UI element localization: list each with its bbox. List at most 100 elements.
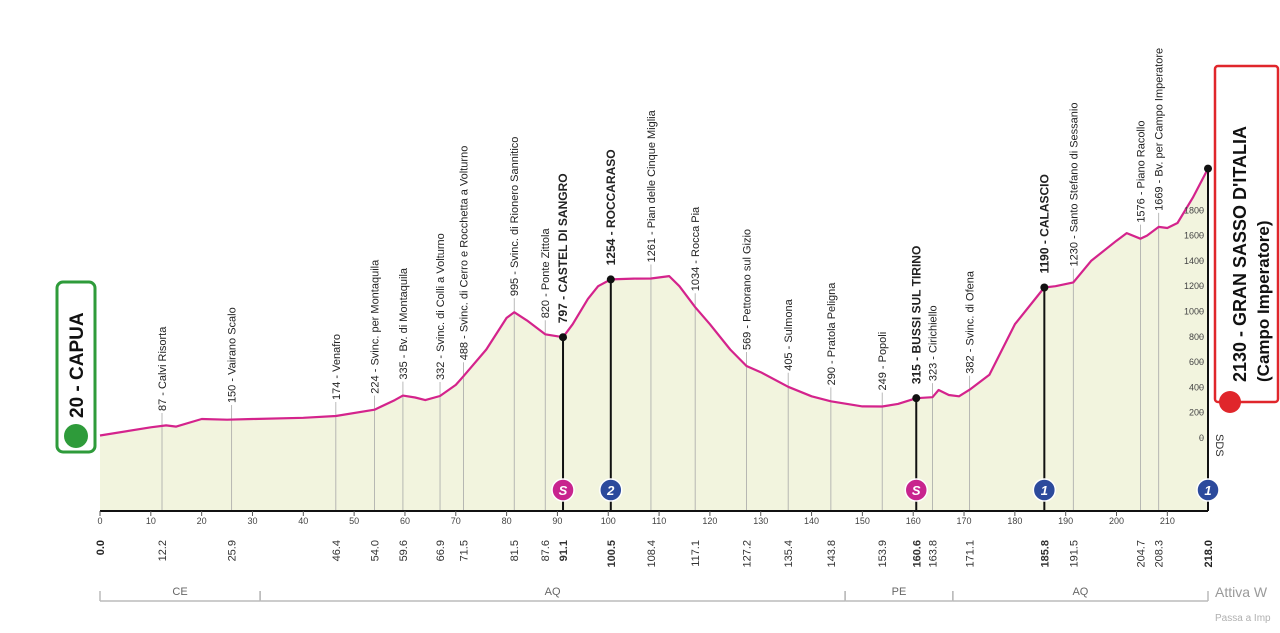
y-tick-label: 1800 [1184,205,1204,215]
waypoint-label: 335 - Bv. di Montaquila [398,267,410,380]
km-label: 171.1 [965,540,977,568]
km-label: 25.9 [227,540,239,561]
km-label: 135.4 [783,540,795,568]
waypoint-label: 1576 - Piano Racollo [1135,121,1147,223]
y-tick-label: 1200 [1184,281,1204,291]
km-label: 81.5 [509,540,521,561]
x-tick-label: 70 [451,516,461,526]
x-tick-label: 180 [1007,516,1022,526]
km-label: 12.2 [157,540,169,561]
km-label: 66.9 [435,540,447,561]
marker-kom [1032,478,1057,502]
waypoint-label: 323 - Cirichiello [928,305,940,381]
km-label: 163.8 [928,540,940,568]
km-label: 59.6 [398,540,410,561]
x-tick-label: 120 [702,516,717,526]
finish-label: 2130 - GRAN SASSO D'ITALIA [1230,126,1250,382]
waypoint-label: 174 - Venafro [331,334,343,400]
x-tick-label: 0 [97,516,102,526]
km-label: 100.5 [606,540,618,568]
waypoint-label: 1261 - Pian delle Cinque Miglia [646,109,658,262]
waypoint-dot [559,333,568,342]
km-label: 208.3 [1154,540,1166,568]
marker-sprint [551,478,575,502]
waypoint-label: 290 - Pratola Peligna [826,282,838,386]
waypoint-dot [1040,283,1049,292]
km-label: 87.6 [540,540,552,561]
waypoint-label: 797 - CASTEL DI SANGRO [556,173,570,323]
km-label: 191.5 [1068,540,1080,568]
x-tick-label: 10 [146,516,156,526]
marker-label: S [559,483,568,498]
start-label: 20 - CAPUA [67,312,88,418]
y-tick-label: 1400 [1184,256,1204,266]
marker-label: 1 [1204,483,1211,498]
waypoint-label: 382 - Svinc. di Ofena [965,270,977,374]
waypoint-dot [912,394,921,403]
waypoint-label: 1230 - Santo Stefano di Sessanio [1068,103,1080,267]
km-label: 71.5 [458,540,470,561]
waypoint-label: 820 - Ponte Zittola [540,228,552,319]
x-tick-label: 160 [906,516,921,526]
y-tick-label: 600 [1189,357,1204,367]
waypoint-label: 1669 - Bv. per Campo Imperatore [1154,48,1166,211]
region-label: AQ [1072,586,1088,598]
x-tick-label: 190 [1058,516,1073,526]
x-tick-label: 150 [855,516,870,526]
x-tick-label: 210 [1160,516,1175,526]
x-tick-label: 100 [601,516,616,526]
side-note: SDS [1213,434,1225,457]
waypoint-label: 488 - Svinc. di Cerro e Rocchetta a Volt… [458,146,470,361]
waypoint-label: 569 - Pettorano sul Gizio [742,229,754,350]
x-tick-label: 50 [349,516,359,526]
finish-box [1213,64,1280,404]
y-tick-label: 1000 [1184,307,1204,317]
km-label: 127.2 [742,540,754,568]
marker-kom [599,478,623,502]
waypoint-label: 995 - Svinc. di Rionero Sannitico [509,137,521,297]
waypoint-label: 87 - Calvi Risorta [157,326,169,411]
start-icon [64,424,88,448]
waypoint-label: 315 - BUSSI SUL TIRINO [909,246,923,384]
x-tick-label: 20 [197,516,207,526]
waypoint-label: 332 - Svinc. di Colli a Volturno [435,233,447,380]
km-label: 218.0 [1203,540,1215,568]
marker-label: 2 [606,483,615,498]
km-label: 204.7 [1135,540,1147,568]
km-label: 46.4 [331,540,343,561]
km-label: 0.0 [95,540,107,555]
km-label: 185.8 [1039,540,1051,568]
region-label: AQ [545,586,561,598]
x-tick-label: 170 [957,516,972,526]
waypoint-label: 150 - Vairano Scalo [227,307,239,403]
marker-label: S [912,483,921,498]
y-tick-label: 800 [1189,332,1204,342]
start-box [55,280,97,454]
km-label: 54.0 [369,540,381,561]
profile-line [99,168,1209,437]
finish-sublabel: (Campo Imperatore) [1254,220,1273,382]
watermark: Attiva W [1215,584,1268,600]
finish-icon [1219,391,1241,413]
marker-sprint [904,478,929,502]
km-label: 160.6 [911,540,923,568]
x-tick-label: 200 [1109,516,1124,526]
x-tick-label: 60 [400,516,410,526]
profile-area [100,168,1208,511]
marker-label: 1 [1041,483,1048,498]
y-tick-label: 200 [1189,408,1204,418]
waypoint-label: 1254 - ROCCARASO [604,149,618,265]
y-tick-label: 0 [1199,433,1204,443]
km-label: 108.4 [646,540,658,568]
waypoint-label: 1034 - Rocca Pia [690,206,702,291]
km-label: 143.8 [826,540,838,568]
waypoint-label: 1190 - CALASCIO [1037,174,1051,273]
region-label: PE [892,586,907,598]
y-tick-label: 400 [1189,382,1204,392]
finish-dot [1204,164,1212,173]
km-label: 91.1 [558,540,570,561]
waypoint-label: 224 - Svinc. per Montaquila [369,259,381,394]
marker-kom [1196,478,1220,502]
